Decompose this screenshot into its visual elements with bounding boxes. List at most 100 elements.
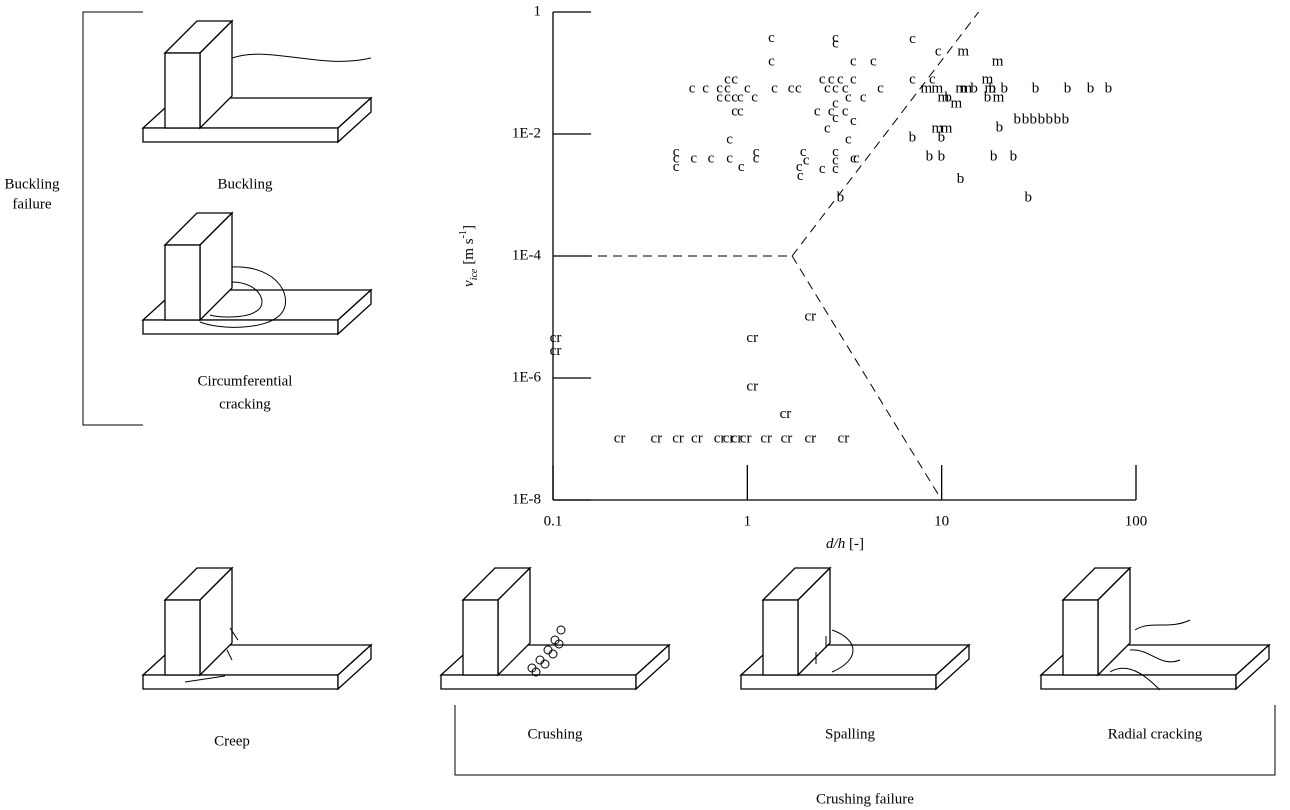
x-axis-label-symbol: d/h — [826, 536, 845, 552]
point-marker: b — [1001, 80, 1009, 96]
point-marker: c — [673, 159, 680, 175]
point-marker: c — [832, 80, 839, 96]
point-marker: cr — [838, 430, 850, 446]
point-marker: c — [824, 121, 831, 137]
point-marker: c — [935, 44, 942, 60]
point-marker: b — [1062, 111, 1070, 127]
point-marker: c — [788, 80, 795, 96]
label: Crushing failure — [816, 791, 914, 807]
point-marker: c — [690, 150, 697, 166]
point-marker: b — [1046, 111, 1054, 127]
label: Circumferential — [198, 373, 293, 389]
x-tick-label: 100 — [1125, 513, 1148, 529]
x-axis-label-unit: [-] — [849, 536, 864, 552]
point-marker: c — [716, 89, 723, 105]
point-marker: b — [1030, 111, 1038, 127]
point-marker: m — [951, 95, 963, 111]
x-axis-label: d/h [-] — [826, 536, 864, 552]
point-marker: m — [957, 44, 969, 60]
x-tick-label: 10 — [934, 513, 949, 529]
point-marker: b — [996, 120, 1004, 136]
point-marker: c — [853, 150, 860, 166]
point-marker: c — [702, 80, 709, 96]
x-tick-label: 0.1 — [544, 513, 563, 529]
point-marker: b — [1022, 111, 1030, 127]
point-marker: m — [992, 54, 1004, 70]
label: Buckling — [5, 176, 60, 192]
point-marker: c — [909, 71, 916, 87]
y-axis-label-unit: [m s — [461, 238, 477, 264]
point-marker: c — [850, 113, 857, 129]
point-marker: cr — [781, 430, 793, 446]
point-marker: c — [751, 89, 758, 105]
y-tick-label: 1E-8 — [512, 491, 541, 507]
point-marker: c — [737, 103, 744, 119]
point-marker: c — [832, 153, 839, 169]
point-marker: b — [1038, 111, 1046, 127]
label: Buckling — [218, 176, 273, 192]
point-marker: cr — [650, 430, 662, 446]
point-marker: b — [909, 129, 917, 145]
point-marker: c — [768, 30, 775, 46]
label: failure — [12, 196, 51, 212]
point-marker: c — [689, 80, 696, 96]
y-tick-label: 1E-6 — [512, 369, 542, 385]
label: Radial cracking — [1108, 726, 1203, 742]
point-marker: c — [870, 54, 877, 70]
point-marker: b — [957, 171, 965, 187]
point-marker: c — [738, 159, 745, 175]
x-tick-label: 1 — [744, 513, 752, 529]
point-marker: c — [845, 131, 852, 147]
point-marker: b — [1032, 80, 1040, 96]
point-marker: cr — [614, 430, 626, 446]
point-marker: cr — [740, 430, 752, 446]
point-marker: c — [824, 80, 831, 96]
point-marker: c — [726, 150, 733, 166]
point-marker: c — [768, 54, 775, 70]
point-marker: b — [1064, 80, 1072, 96]
point-marker: c — [842, 103, 849, 119]
point-marker: c — [860, 89, 867, 105]
illustrations — [83, 12, 1275, 775]
point-marker: b — [944, 89, 952, 105]
point-marker: c — [731, 71, 738, 87]
point-marker: c — [850, 54, 857, 70]
point-marker: cr — [550, 343, 562, 359]
y-axis-label: vice[m s-1] — [458, 225, 480, 287]
point-marker: cr — [805, 308, 817, 324]
point-marker: cr — [691, 430, 703, 446]
point-marker: b — [938, 148, 946, 164]
point-marker: cr — [805, 430, 817, 446]
point-marker: c — [726, 131, 733, 147]
y-tick-label: 1E-4 — [512, 247, 542, 263]
point-marker: c — [850, 71, 857, 87]
point-marker: cr — [746, 330, 758, 346]
point-marker: c — [771, 80, 778, 96]
label: Creep — [214, 733, 250, 749]
point-marker: cr — [672, 430, 684, 446]
figure: Buckling Circumferential cracking Buckli… — [0, 0, 1290, 810]
point-marker: b — [1105, 80, 1113, 96]
point-marker: b — [1010, 148, 1018, 164]
y-axis-label-subscript: ice — [469, 268, 480, 280]
label: Crushing — [527, 726, 583, 742]
point-marker: cr — [760, 430, 772, 446]
y-axis-label-close: ] — [461, 225, 477, 230]
point-marker: b — [837, 190, 845, 206]
point-marker: c — [803, 153, 810, 169]
point-marker: cr — [780, 406, 792, 422]
point-marker: b — [1054, 111, 1062, 127]
point-marker: b — [1014, 111, 1022, 127]
point-marker: c — [909, 31, 916, 47]
point-marker: b — [984, 89, 992, 105]
label: Spalling — [825, 726, 876, 742]
label: cracking — [219, 396, 271, 412]
point-marker: b — [970, 80, 978, 96]
point-marker: c — [797, 168, 804, 184]
reference-line — [792, 256, 942, 500]
point-marker: c — [708, 150, 715, 166]
point-marker: c — [795, 80, 802, 96]
point-marker: c — [877, 80, 884, 96]
point-marker: c — [832, 35, 839, 51]
y-tick-label: 1E-2 — [512, 125, 541, 141]
